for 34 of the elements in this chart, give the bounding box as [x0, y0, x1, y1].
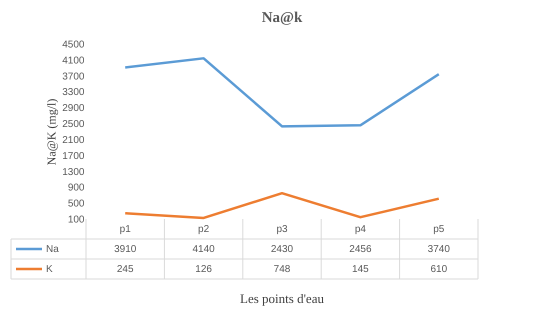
y-tick-label: 900: [68, 182, 85, 194]
data-label: 610: [430, 264, 448, 275]
x-tick-label: p5: [433, 224, 445, 235]
data-label: 3910: [114, 244, 137, 255]
y-tick-label: 2900: [62, 103, 85, 114]
legend-label: Na: [46, 244, 60, 255]
y-tick-label: 3700: [62, 71, 85, 82]
data-label: 126: [195, 264, 212, 275]
line-series: [124, 192, 440, 220]
y-tick-label: 1300: [62, 166, 85, 178]
y-tick-label: 2100: [62, 134, 85, 146]
x-tick-label: p2: [198, 224, 210, 235]
x-axis-title: Les points d'eau: [240, 291, 324, 306]
data-label: 748: [274, 264, 291, 275]
y-tick-label: 4500: [62, 40, 85, 50]
line-series: [124, 57, 440, 128]
chart-title: Na@k: [262, 10, 303, 26]
x-tick-label: p3: [276, 224, 288, 235]
y-tick-label: 4100: [62, 55, 85, 66]
x-tick-label: p1: [120, 224, 132, 235]
data-label: 4140: [192, 244, 216, 255]
data-label: 2430: [270, 244, 294, 255]
y-tick-label: 2500: [62, 119, 85, 130]
legend-label: K: [46, 264, 53, 275]
data-label: 245: [116, 264, 134, 275]
y-tick-label: 3300: [62, 87, 85, 98]
y-tick-label: 1700: [62, 150, 85, 162]
y-tick-label: 500: [68, 198, 85, 210]
x-tick-label: p4: [354, 224, 366, 235]
data-label: 2456: [349, 244, 372, 255]
y-tick-label: 100: [68, 214, 85, 226]
data-label: 3740: [428, 244, 450, 255]
data-label: 145: [352, 264, 370, 275]
y-axis-title: Na@K (mg/l): [44, 98, 58, 166]
